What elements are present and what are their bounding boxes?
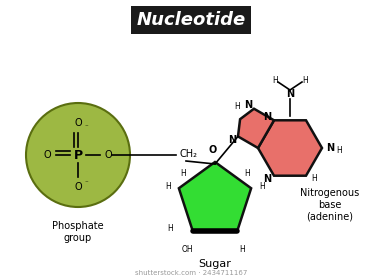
- Text: O: O: [74, 182, 82, 192]
- Text: shutterstock.com · 2434711167: shutterstock.com · 2434711167: [135, 270, 247, 276]
- Text: H: H: [336, 146, 342, 155]
- Text: OH: OH: [182, 245, 193, 254]
- Text: ⁻: ⁻: [85, 180, 89, 186]
- Polygon shape: [179, 162, 251, 231]
- Text: H: H: [165, 182, 171, 191]
- Text: H: H: [234, 102, 240, 111]
- Polygon shape: [238, 109, 274, 148]
- Circle shape: [26, 103, 130, 207]
- Text: ⁻: ⁻: [85, 124, 89, 130]
- Text: Sugar: Sugar: [199, 259, 231, 269]
- Text: N: N: [263, 112, 271, 122]
- Text: N: N: [244, 100, 252, 110]
- Text: H: H: [240, 245, 245, 254]
- Text: H: H: [167, 224, 173, 233]
- Text: H: H: [244, 169, 250, 178]
- Text: N: N: [326, 143, 334, 153]
- Text: O: O: [74, 118, 82, 128]
- Text: H: H: [180, 169, 186, 178]
- Text: N: N: [263, 174, 271, 184]
- Text: H: H: [311, 174, 317, 183]
- Text: N: N: [228, 136, 236, 145]
- Text: H: H: [259, 182, 265, 191]
- Text: O: O: [209, 145, 217, 155]
- Text: CH₂: CH₂: [179, 149, 197, 159]
- Text: O: O: [104, 150, 112, 160]
- Text: H: H: [302, 76, 308, 85]
- Polygon shape: [258, 120, 322, 176]
- Text: Nucleotide: Nucleotide: [136, 11, 246, 29]
- Text: N: N: [286, 89, 294, 99]
- Text: P: P: [73, 148, 83, 162]
- Text: Nitrogenous
base
(adenine): Nitrogenous base (adenine): [300, 188, 359, 221]
- Text: Phosphate
group: Phosphate group: [52, 221, 104, 242]
- Text: O: O: [44, 150, 51, 160]
- Text: H: H: [272, 76, 278, 85]
